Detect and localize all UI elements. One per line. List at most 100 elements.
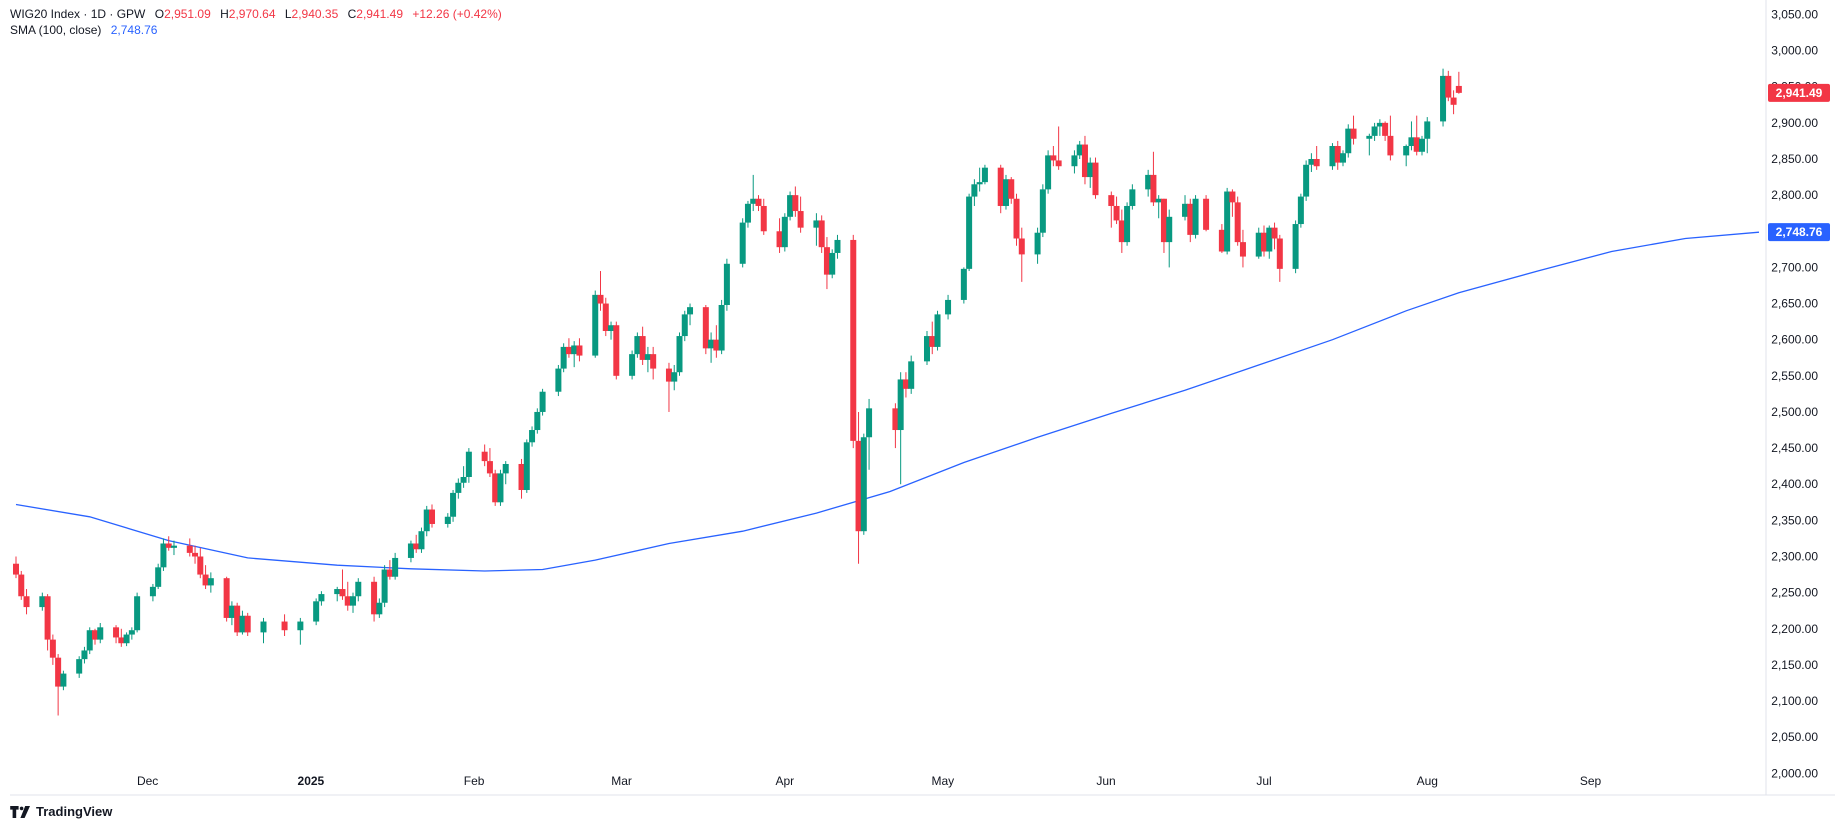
candle-body: [207, 578, 214, 586]
candle-down: [223, 576, 230, 622]
candle-body: [23, 596, 30, 608]
candle-up: [423, 505, 430, 537]
candle-up: [1366, 133, 1373, 156]
candle-body: [418, 531, 425, 550]
candle-down: [1413, 115, 1420, 156]
sma-layer: [15, 231, 1760, 572]
candle-up: [1155, 195, 1162, 219]
candle-body: [850, 239, 857, 441]
candle-body: [123, 634, 130, 644]
candle-down: [281, 614, 288, 636]
candle-body: [739, 222, 746, 264]
candle-body: [1413, 137, 1420, 152]
candle-body: [281, 621, 288, 631]
candle-down: [1150, 151, 1157, 206]
high-value: 2,970.64: [228, 7, 276, 21]
candle-down: [850, 234, 857, 449]
candle-down: [1013, 193, 1020, 246]
open-value: 2,951.09: [164, 7, 211, 21]
candle-up: [608, 321, 615, 340]
sma-value: 2,748.76: [110, 23, 158, 37]
candle-body: [634, 336, 641, 355]
candle-body: [1192, 198, 1199, 235]
candle-body: [18, 574, 25, 597]
candle-up: [571, 341, 578, 368]
y-tick-label: 2,450.00: [1771, 441, 1818, 455]
x-tick-label: Jun: [1096, 774, 1115, 788]
candle-body: [529, 430, 536, 443]
candle-down: [1218, 224, 1225, 253]
candle-down: [597, 271, 604, 311]
candle-up: [1166, 209, 1173, 268]
candle-body: [687, 307, 694, 315]
candle-down: [18, 570, 25, 600]
y-tick-label: 2,350.00: [1771, 513, 1818, 527]
candle-body: [760, 205, 767, 232]
candle-down: [481, 444, 488, 467]
candle-down: [429, 504, 436, 528]
candle-up: [350, 592, 357, 613]
candle-down: [386, 560, 393, 580]
candle-up: [160, 538, 167, 571]
ohlc-legend[interactable]: WIG20 Index · 1D · GPW O2,951.09 H2,970.…: [10, 6, 502, 22]
candle-body: [86, 630, 93, 651]
candle-down: [23, 589, 30, 615]
candle-up: [981, 164, 988, 185]
candle-up: [971, 179, 978, 206]
candle-body: [1387, 135, 1394, 156]
candle-body: [1018, 238, 1025, 255]
candle-down: [55, 654, 62, 716]
candle-body: [481, 451, 488, 462]
candle-up: [418, 527, 425, 553]
candle-body: [1050, 155, 1057, 161]
candle-body: [192, 552, 199, 557]
candle-up: [1045, 150, 1052, 194]
x-tick-label: Feb: [464, 774, 485, 788]
candle-body: [860, 437, 867, 532]
candle-down: [1055, 126, 1062, 170]
candle-body: [934, 314, 941, 347]
candle-up: [1129, 184, 1136, 210]
candle-body: [1455, 85, 1462, 93]
candle-body: [455, 482, 462, 493]
candle-up: [1182, 195, 1189, 221]
candle-body: [702, 307, 709, 349]
candle-body: [539, 391, 546, 412]
candle-body: [608, 325, 615, 332]
candle-up: [671, 364, 678, 391]
candle-down: [165, 536, 172, 551]
candle-body: [318, 594, 325, 602]
candle-body: [76, 659, 83, 674]
candle-body: [1129, 189, 1136, 206]
x-tick-label: Apr: [775, 774, 794, 788]
candle-down: [113, 625, 120, 644]
candle-body: [671, 372, 678, 382]
tradingview-brand[interactable]: TradingView: [10, 804, 112, 819]
candle-up: [1076, 140, 1083, 159]
candle-up: [149, 583, 156, 602]
candle-body: [1076, 144, 1083, 156]
candle-up: [1418, 135, 1425, 156]
candle-up: [923, 331, 930, 365]
y-tick-label: 2,050.00: [1771, 730, 1818, 744]
candle-up: [1308, 153, 1315, 173]
x-tick-label: Jul: [1256, 774, 1271, 788]
candle-up: [407, 540, 414, 563]
symbol-label: WIG20 Index · 1D · GPW: [10, 7, 146, 21]
sma-legend[interactable]: SMA (100, close) 2,748.76: [10, 22, 157, 38]
candle-up: [908, 355, 915, 394]
last-price-tag-bg: [1768, 83, 1830, 102]
candle-body: [1113, 205, 1120, 221]
candle-body: [244, 615, 251, 633]
candle-body: [81, 650, 88, 660]
candle-body: [1218, 229, 1225, 252]
candle-down: [234, 602, 241, 636]
candle-down: [1018, 227, 1025, 282]
candle-down: [818, 215, 825, 253]
candle-body: [1450, 97, 1457, 105]
last-price-tag-label: 2,941.49: [1776, 86, 1823, 100]
candle-body: [1334, 145, 1341, 163]
y-tick-label: 2,250.00: [1771, 586, 1818, 600]
last-price-tag: 2,941.49: [1768, 83, 1830, 102]
